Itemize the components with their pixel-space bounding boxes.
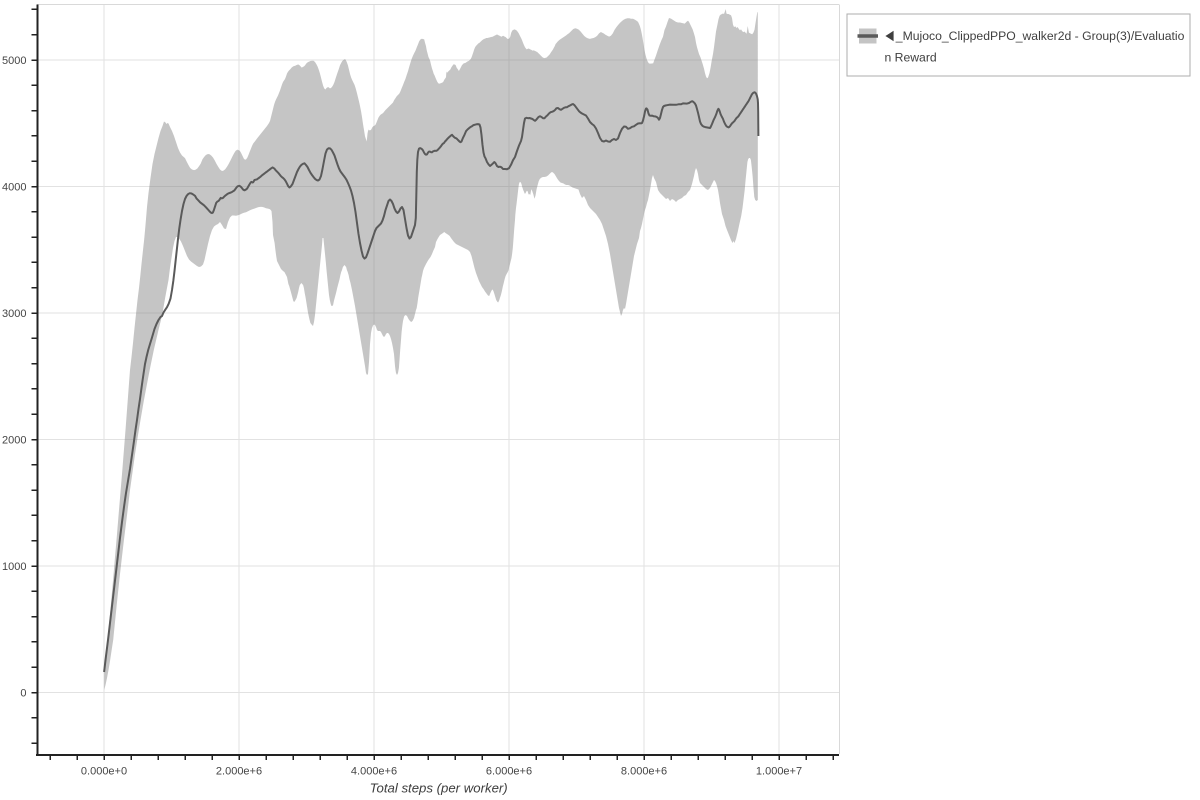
svg-text:Total steps (per worker): Total steps (per worker) <box>370 781 508 796</box>
svg-text:1.000e+7: 1.000e+7 <box>756 765 802 777</box>
svg-text:6.000e+6: 6.000e+6 <box>486 765 532 777</box>
svg-text:4.000e+6: 4.000e+6 <box>351 765 397 777</box>
svg-text:n Reward: n Reward <box>885 51 937 65</box>
svg-text:8.000e+6: 8.000e+6 <box>621 765 667 777</box>
svg-text:0: 0 <box>20 687 26 699</box>
svg-text:2000: 2000 <box>2 434 26 446</box>
svg-text:5000: 5000 <box>2 55 26 67</box>
svg-text:_Mujoco_ClippedPPO_walker2d -: _Mujoco_ClippedPPO_walker2d - Group(3)/E… <box>895 29 1185 43</box>
svg-text:0.000e+0: 0.000e+0 <box>81 765 127 777</box>
svg-text:3000: 3000 <box>2 308 26 320</box>
svg-text:2.000e+6: 2.000e+6 <box>216 765 262 777</box>
svg-text:1000: 1000 <box>2 561 26 573</box>
svg-text:4000: 4000 <box>2 181 26 193</box>
